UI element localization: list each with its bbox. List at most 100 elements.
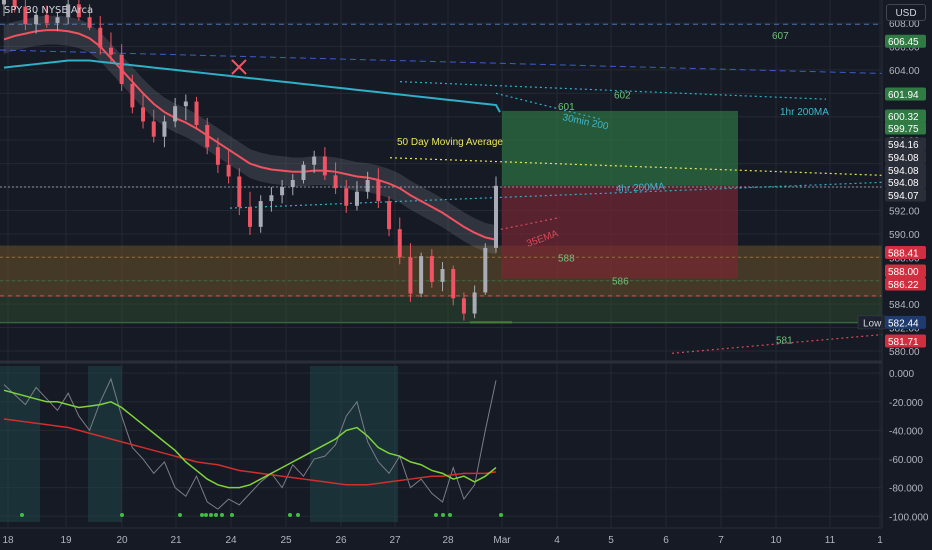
price-axis-label: 584.00 xyxy=(889,300,920,311)
time-axis-label: 26 xyxy=(335,535,347,546)
level-label-581: 581 xyxy=(776,335,793,346)
cross-marker xyxy=(231,59,247,75)
candle-body xyxy=(237,176,242,207)
level-label-602: 602 xyxy=(614,91,631,102)
osc-signal-dot xyxy=(214,513,218,517)
candle-body xyxy=(55,17,60,24)
currency-button[interactable]: USD xyxy=(886,4,926,21)
price-tag-label: 594.07 xyxy=(888,191,919,202)
exchange-label: NYSE Arca xyxy=(41,5,94,16)
candle-body xyxy=(483,247,488,293)
candle-body xyxy=(258,201,263,227)
price-tag-label: 594.08 xyxy=(888,153,919,164)
candle-body xyxy=(280,187,285,196)
osc-axis-label: -40.000 xyxy=(889,426,923,437)
candle-body xyxy=(34,14,39,25)
candle-body xyxy=(344,188,349,206)
price-tag-bg xyxy=(885,175,926,189)
candle-body xyxy=(365,180,370,192)
price-axis-label: 582.00 xyxy=(889,324,920,335)
price-tag-bg xyxy=(885,109,926,123)
osc-shaded-region xyxy=(88,366,122,522)
time-axis-label: 4 xyxy=(554,535,560,546)
candle-body xyxy=(269,195,274,202)
price-tag-label: 594.08 xyxy=(888,166,919,177)
candle-body xyxy=(141,107,146,122)
level-label-607: 607 xyxy=(772,31,789,42)
osc-axis-label: -60.000 xyxy=(889,455,923,466)
oscillator-line xyxy=(3,377,497,510)
time-axis-label: 6 xyxy=(663,535,669,546)
price-tag-bg xyxy=(885,121,926,135)
candle-body xyxy=(290,180,295,188)
time-axis-label: 25 xyxy=(280,535,292,546)
price-axis-label: 604.00 xyxy=(889,66,920,77)
time-axis-label: 11 xyxy=(825,535,836,546)
candle-body xyxy=(130,83,135,108)
candle-body xyxy=(429,256,434,282)
candle-body xyxy=(76,4,81,18)
candle-body xyxy=(248,206,252,227)
osc-axis-label: -100.000 xyxy=(889,512,929,523)
candle-body xyxy=(44,14,49,24)
candle-body xyxy=(2,0,6,5)
level-label-601: 601 xyxy=(558,102,575,113)
candle-body xyxy=(397,229,402,258)
price-tag-label: 586.22 xyxy=(888,280,919,291)
price-axis-label: 590.00 xyxy=(889,230,920,241)
osc-signal-dot xyxy=(434,513,438,517)
time-axis-label: 5 xyxy=(608,535,614,546)
price-tag-label: 601.94 xyxy=(888,90,919,101)
osc-shaded-region xyxy=(310,366,398,522)
price-tag-label: 588.00 xyxy=(888,267,919,278)
price-tag-bg xyxy=(885,334,926,348)
oscillator-line xyxy=(3,418,497,486)
candle-body xyxy=(215,147,220,165)
osc-axis-label: -80.000 xyxy=(889,484,923,495)
35ema-line xyxy=(3,29,497,241)
time-axis-label: 21 xyxy=(170,535,182,546)
osc-signal-dot xyxy=(230,513,234,517)
candle-body xyxy=(376,180,381,202)
time-axis-label: 24 xyxy=(225,535,237,546)
annotation-1hr-200ma: 1hr 200MA xyxy=(780,107,829,118)
price-tag-bg xyxy=(885,150,926,164)
time-axis-label: Mar xyxy=(493,535,511,546)
annotation-50-day-ma: 50 Day Moving Average xyxy=(397,137,503,148)
candle-body xyxy=(23,6,28,25)
price-tag-label: 588.41 xyxy=(888,248,919,259)
price-tag-bg xyxy=(885,188,926,202)
candle-body xyxy=(87,17,92,28)
time-axis-label: 7 xyxy=(718,535,724,546)
timeframe-label: 30 xyxy=(25,5,39,16)
time-axis-label: 19 xyxy=(60,535,72,546)
candle-body xyxy=(194,101,199,125)
candle-body xyxy=(354,191,359,206)
osc-axis-label: 0.000 xyxy=(889,369,914,380)
osc-signal-dot xyxy=(499,513,503,517)
price-tag-bg xyxy=(885,87,926,101)
time-axis-label: 27 xyxy=(389,535,401,546)
price-tag-bg xyxy=(885,277,926,291)
time-axis-label: 10 xyxy=(770,535,782,546)
candle-body xyxy=(322,156,327,176)
osc-signal-dot xyxy=(220,513,224,517)
35ema-projection-line xyxy=(495,216,561,231)
symbol-header[interactable]: SPY 30 NYSE Arca xyxy=(4,5,93,16)
candle-body xyxy=(461,298,466,314)
time-axis-label: 18 xyxy=(2,535,14,546)
candle-body xyxy=(108,47,113,55)
target-zone-green xyxy=(502,110,738,186)
candle-body xyxy=(440,269,445,282)
osc-axis-label: -20.000 xyxy=(889,398,923,409)
price-tag-bg xyxy=(885,163,926,177)
price-tag-bg xyxy=(885,245,926,259)
level-label-586: 586 xyxy=(612,277,629,288)
level-label-588: 588 xyxy=(558,253,575,264)
candle-body xyxy=(301,164,306,180)
candle-body xyxy=(419,256,424,294)
candle-body xyxy=(451,269,456,299)
price-tag-bg xyxy=(885,34,926,48)
